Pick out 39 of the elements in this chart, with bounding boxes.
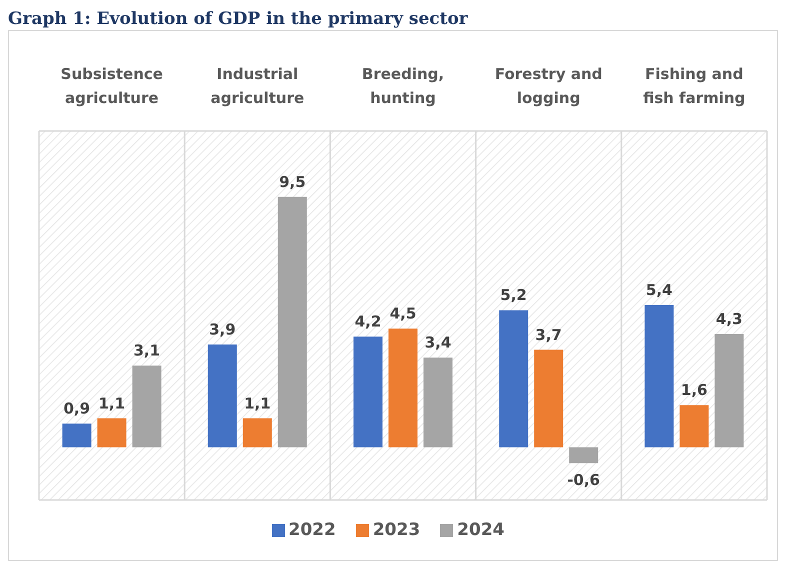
bar — [388, 328, 418, 448]
bar — [97, 418, 126, 448]
bar — [714, 334, 744, 448]
bar — [534, 350, 564, 448]
bar — [644, 304, 674, 448]
data-label: 4,2 — [354, 312, 382, 331]
bar — [278, 196, 307, 448]
data-label: 4,3 — [716, 310, 742, 328]
x-tick-label: Industrial agriculture — [210, 65, 304, 107]
bar — [353, 336, 382, 448]
data-label: 9,5 — [279, 172, 306, 191]
data-label: 5,2 — [500, 286, 527, 304]
bar — [680, 405, 709, 448]
x-tick-label: Fishing and fish farming — [643, 65, 746, 107]
chart-title: Graph 1: Evolution of GDP in the primary sector — [8, 8, 469, 30]
x-tick-label: Forestry and logging — [494, 65, 602, 107]
x-tick-label: Subsistence agriculture — [60, 65, 163, 107]
bar — [208, 344, 237, 448]
bar — [132, 366, 162, 448]
bar — [569, 447, 598, 464]
data-label: -0,6 — [567, 471, 600, 490]
data-label: 0,9 — [64, 400, 90, 418]
data-label: 4,5 — [390, 304, 416, 323]
data-label: 3,4 — [424, 334, 452, 352]
bar — [423, 358, 452, 448]
data-label: 1,1 — [244, 394, 271, 412]
bar — [242, 418, 272, 448]
x-tick-label: Breeding, hunting — [362, 65, 444, 107]
bar — [499, 310, 528, 448]
data-label: 3,7 — [535, 326, 562, 344]
legend-label: 2023 — [372, 520, 420, 540]
data-label: 3,1 — [134, 342, 160, 360]
data-label: 1,1 — [98, 394, 126, 412]
data-label: 3,9 — [209, 320, 236, 338]
legend-label: 2022 — [288, 520, 336, 540]
data-label: 1,6 — [680, 381, 708, 400]
bar — [62, 424, 92, 448]
data-label: 5,4 — [646, 280, 672, 299]
legend-label: 2024 — [457, 520, 504, 540]
